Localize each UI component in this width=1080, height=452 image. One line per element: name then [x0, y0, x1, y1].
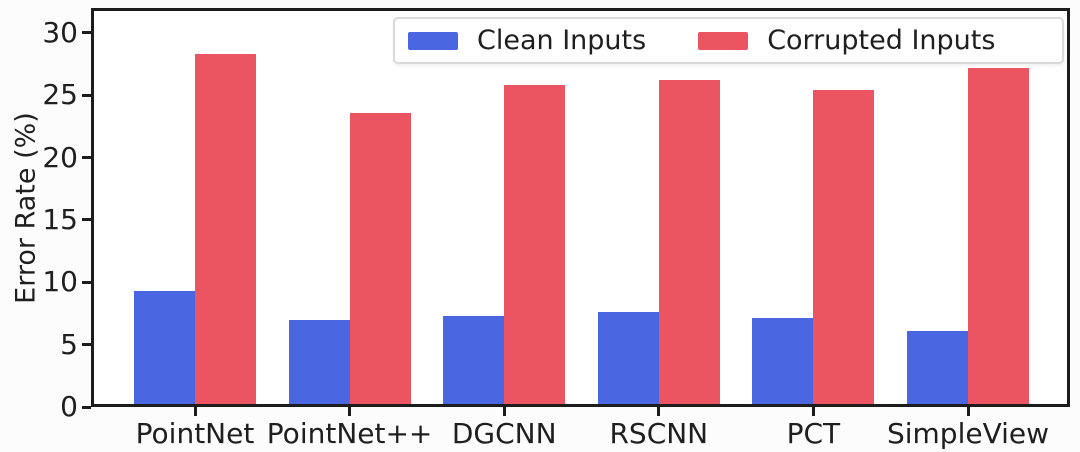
x-tick-mark-simpleview — [966, 407, 970, 416]
x-tick-mark-pointnet — [193, 407, 197, 416]
legend-swatch-clean-inputs — [408, 31, 458, 50]
y-tick-label-10: 10 — [42, 265, 78, 299]
bar-clean-inputs-pointnet — [288, 319, 350, 407]
y-tick-label-25: 25 — [42, 78, 78, 112]
legend-item-clean-inputs: Clean Inputs — [408, 27, 646, 54]
y-tick-mark-25 — [82, 93, 91, 97]
x-tick-mark-pct — [811, 407, 815, 416]
bar-clean-inputs-dgcnn — [443, 315, 505, 407]
y-tick-mark-10 — [82, 280, 91, 284]
bar-clean-inputs-rscnn — [597, 312, 659, 407]
y-tick-mark-5 — [82, 343, 91, 347]
bar-clean-inputs-pct — [752, 318, 814, 407]
legend-swatch-corrupted-inputs — [698, 31, 749, 50]
y-tick-mark-20 — [82, 156, 91, 160]
y-tick-mark-15 — [82, 218, 91, 222]
x-tick-label-pointnet: PointNet++ — [266, 417, 433, 450]
y-tick-label-15: 15 — [42, 202, 78, 236]
x-tick-label-pointnet: PointNet — [135, 417, 255, 450]
y-tick-label-20: 20 — [42, 140, 78, 174]
x-tick-mark-dgcnn — [502, 407, 506, 416]
y-tick-label-0: 0 — [60, 390, 78, 423]
legend: Clean Inputs Corrupted Inputs — [393, 17, 1064, 64]
bar-corrupted-inputs-pointnet — [349, 112, 411, 407]
x-tick-label-pct: PCT — [786, 417, 841, 450]
y-tick-mark-30 — [82, 31, 91, 35]
legend-label-corrupted-inputs: Corrupted Inputs — [767, 25, 996, 56]
y-tick-label-5: 5 — [60, 327, 78, 361]
y-tick-mark-0 — [82, 405, 91, 409]
x-tick-mark-rscnn — [657, 407, 661, 416]
x-tick-mark-pointnet — [348, 407, 352, 416]
bar-clean-inputs-pointnet — [134, 291, 195, 407]
legend-item-corrupted-inputs: Corrupted Inputs — [698, 27, 995, 54]
bar-clean-inputs-simpleview — [907, 330, 968, 407]
bar-corrupted-inputs-dgcnn — [504, 85, 566, 407]
bar-corrupted-inputs-rscnn — [658, 80, 720, 407]
legend-label-clean-inputs: Clean Inputs — [477, 25, 647, 56]
x-tick-label-dgcnn: DGCNN — [451, 417, 557, 450]
bar-corrupted-inputs-pct — [813, 90, 875, 407]
y-tick-label-30: 30 — [42, 15, 78, 49]
plot-area — [91, 8, 1070, 407]
bar-corrupted-inputs-simpleview — [968, 67, 1029, 407]
x-tick-label-simpleview: SimpleView — [886, 417, 1050, 450]
bar-corrupted-inputs-pointnet — [195, 54, 256, 407]
x-tick-label-rscnn: RSCNN — [609, 417, 709, 450]
